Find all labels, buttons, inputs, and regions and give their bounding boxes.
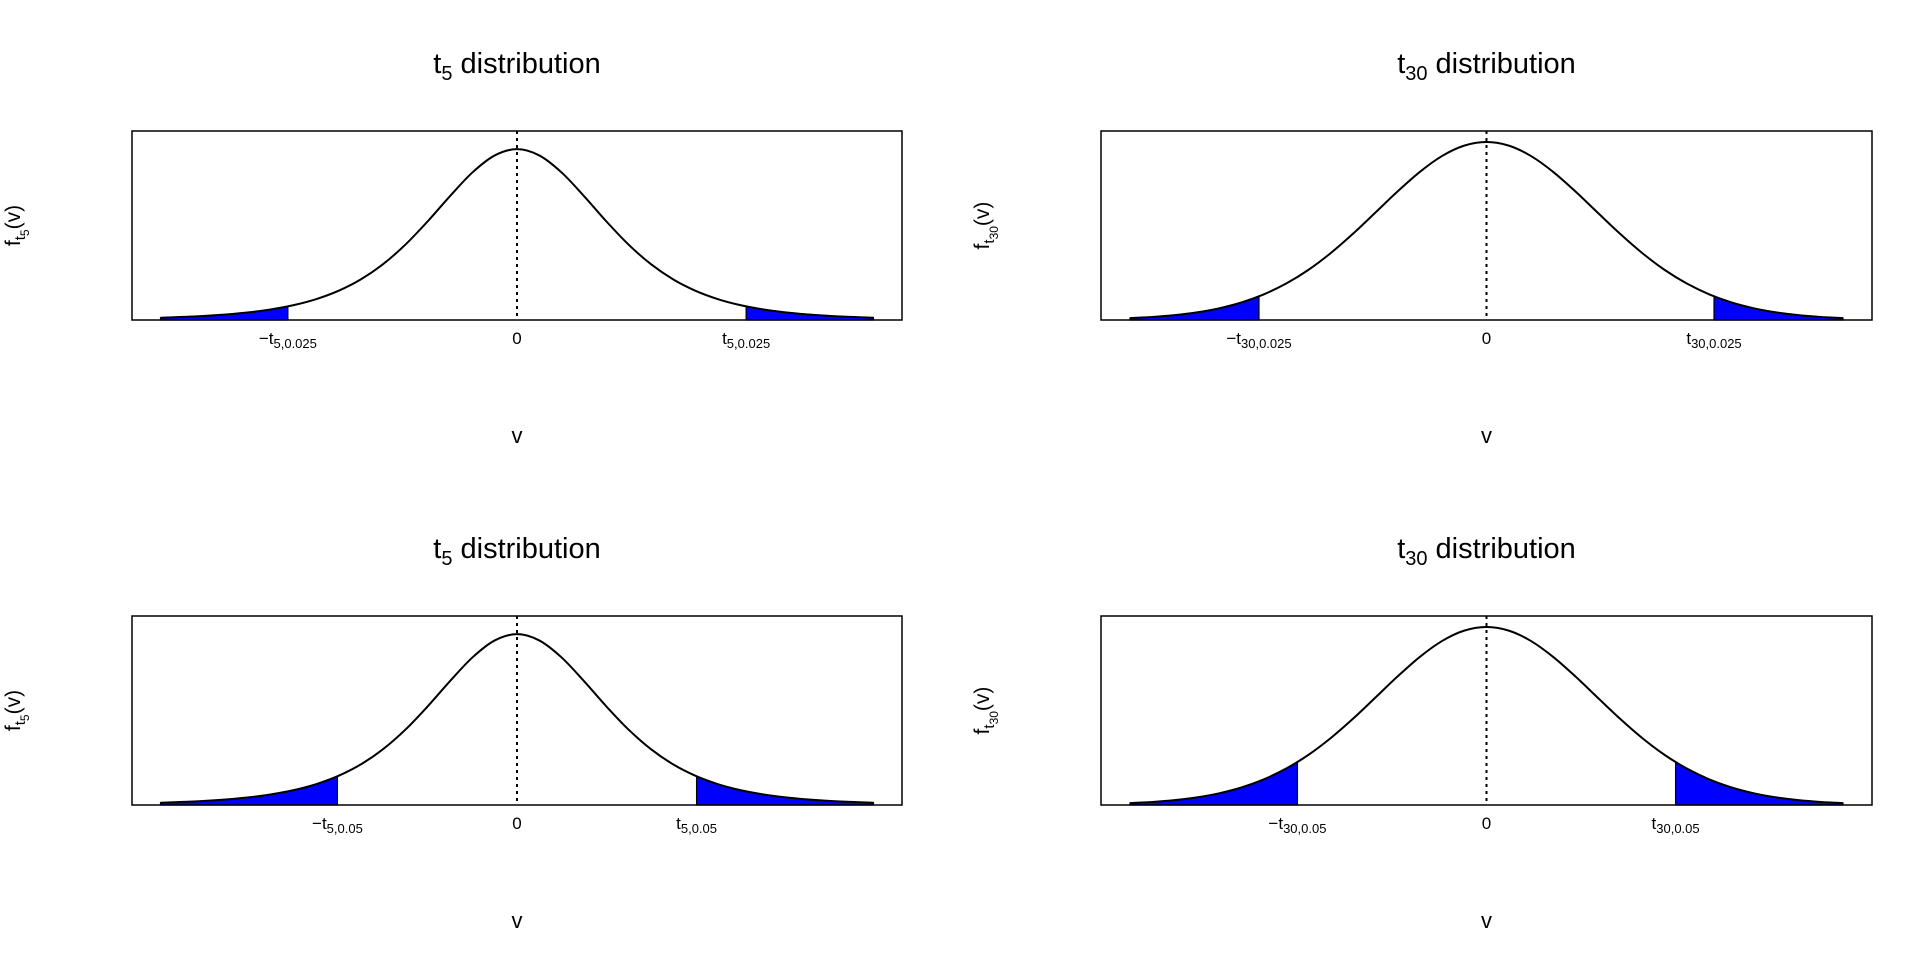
title-subscript: 30 <box>1405 63 1427 85</box>
density-curve <box>1129 140 1844 320</box>
tick-text: −t <box>312 814 327 833</box>
title-text: t <box>1397 48 1405 80</box>
tick-subscript: 30,0.025 <box>1691 336 1742 351</box>
y-label-subscript: t <box>12 235 29 240</box>
y-axis-label: ft5(v) <box>2 205 32 246</box>
x-axis-label: v <box>1481 423 1492 448</box>
y-label-subscript: t <box>12 720 29 725</box>
tick-subscript: 30,0.025 <box>1241 336 1292 351</box>
x-axis-label: v <box>512 908 523 933</box>
tick-text: t <box>676 814 681 833</box>
title-subscript: 5 <box>441 548 452 570</box>
plot-frame <box>131 130 903 321</box>
chart-title: t30 distribution <box>1397 48 1576 85</box>
chart-title: t5 distribution <box>433 533 601 570</box>
x-tick-label: −t30,0.05 <box>1268 814 1326 836</box>
x-tick-label: t5,0.05 <box>676 814 717 836</box>
density-curve <box>160 148 874 319</box>
tail-area <box>159 775 339 806</box>
y-label-text: f <box>971 243 994 249</box>
tail-area <box>695 775 875 806</box>
plot-frame <box>131 615 903 806</box>
y-label-subscript: 30 <box>987 226 1001 240</box>
x-tick-label: 0 <box>1482 329 1491 348</box>
y-label-text: f <box>2 240 25 246</box>
y-label-subscript: 5 <box>18 229 32 236</box>
plot-frame <box>1100 615 1873 806</box>
title-text: t <box>433 533 441 565</box>
y-label-text: (v) <box>2 205 25 230</box>
title-text: t <box>433 48 441 80</box>
tick-text: t <box>1686 329 1691 348</box>
title-text: distribution <box>1428 533 1576 565</box>
y-label-text: f <box>971 728 994 734</box>
x-tick-label: −t5,0.025 <box>259 329 317 351</box>
y-label-text: (v) <box>2 690 25 715</box>
y-label-subscript: t <box>981 724 998 729</box>
x-axis-label: v <box>512 423 523 448</box>
x-tick-label: −t5,0.05 <box>312 814 363 836</box>
density-curve <box>1129 625 1844 805</box>
tick-text: t <box>722 329 727 348</box>
tick-text: t <box>1652 814 1657 833</box>
y-label-text: f <box>2 725 25 731</box>
y-label-subscript: t <box>981 239 998 244</box>
y-label-text: (v) <box>971 202 994 227</box>
y-label-subscript: 5 <box>18 714 32 721</box>
x-tick-label: t30,0.05 <box>1652 814 1700 836</box>
tick-subscript: 5,0.025 <box>727 336 770 351</box>
y-label-text: (v) <box>971 687 994 712</box>
x-tick-label: −t30,0.025 <box>1226 329 1291 351</box>
x-tick-label: 0 <box>1482 814 1491 833</box>
plot-frame <box>1100 130 1873 321</box>
title-text: distribution <box>452 533 600 565</box>
title-text: t <box>1397 533 1405 565</box>
tick-text: −t <box>259 329 274 348</box>
y-axis-label: ft30(v) <box>971 202 1001 250</box>
x-tick-label: 0 <box>512 814 521 833</box>
tick-subscript: 5,0.025 <box>274 336 317 351</box>
tick-subscript: 30,0.05 <box>1283 821 1326 836</box>
tick-subscript: 30,0.05 <box>1656 821 1699 836</box>
x-tick-label: 0 <box>512 329 521 348</box>
title-text: distribution <box>452 48 600 80</box>
y-axis-label: ft30(v) <box>971 687 1001 735</box>
x-tick-label: t5,0.025 <box>722 329 770 351</box>
tick-subscript: 5,0.05 <box>681 821 717 836</box>
title-subscript: 30 <box>1405 548 1427 570</box>
title-text: distribution <box>1428 48 1576 80</box>
tick-subscript: 5,0.05 <box>327 821 363 836</box>
x-tick-label: t30,0.025 <box>1686 329 1741 351</box>
title-subscript: 5 <box>441 63 452 85</box>
tick-text: −t <box>1268 814 1283 833</box>
tail-area <box>1674 760 1844 806</box>
y-axis-label: ft5(v) <box>2 690 32 731</box>
x-axis-label: v <box>1481 908 1492 933</box>
y-label-subscript: 30 <box>987 711 1001 725</box>
chart-title: t30 distribution <box>1397 533 1576 570</box>
chart-title: t5 distribution <box>433 48 601 85</box>
density-curve <box>160 633 874 804</box>
tick-text: −t <box>1226 329 1241 348</box>
tail-area <box>1129 760 1299 806</box>
